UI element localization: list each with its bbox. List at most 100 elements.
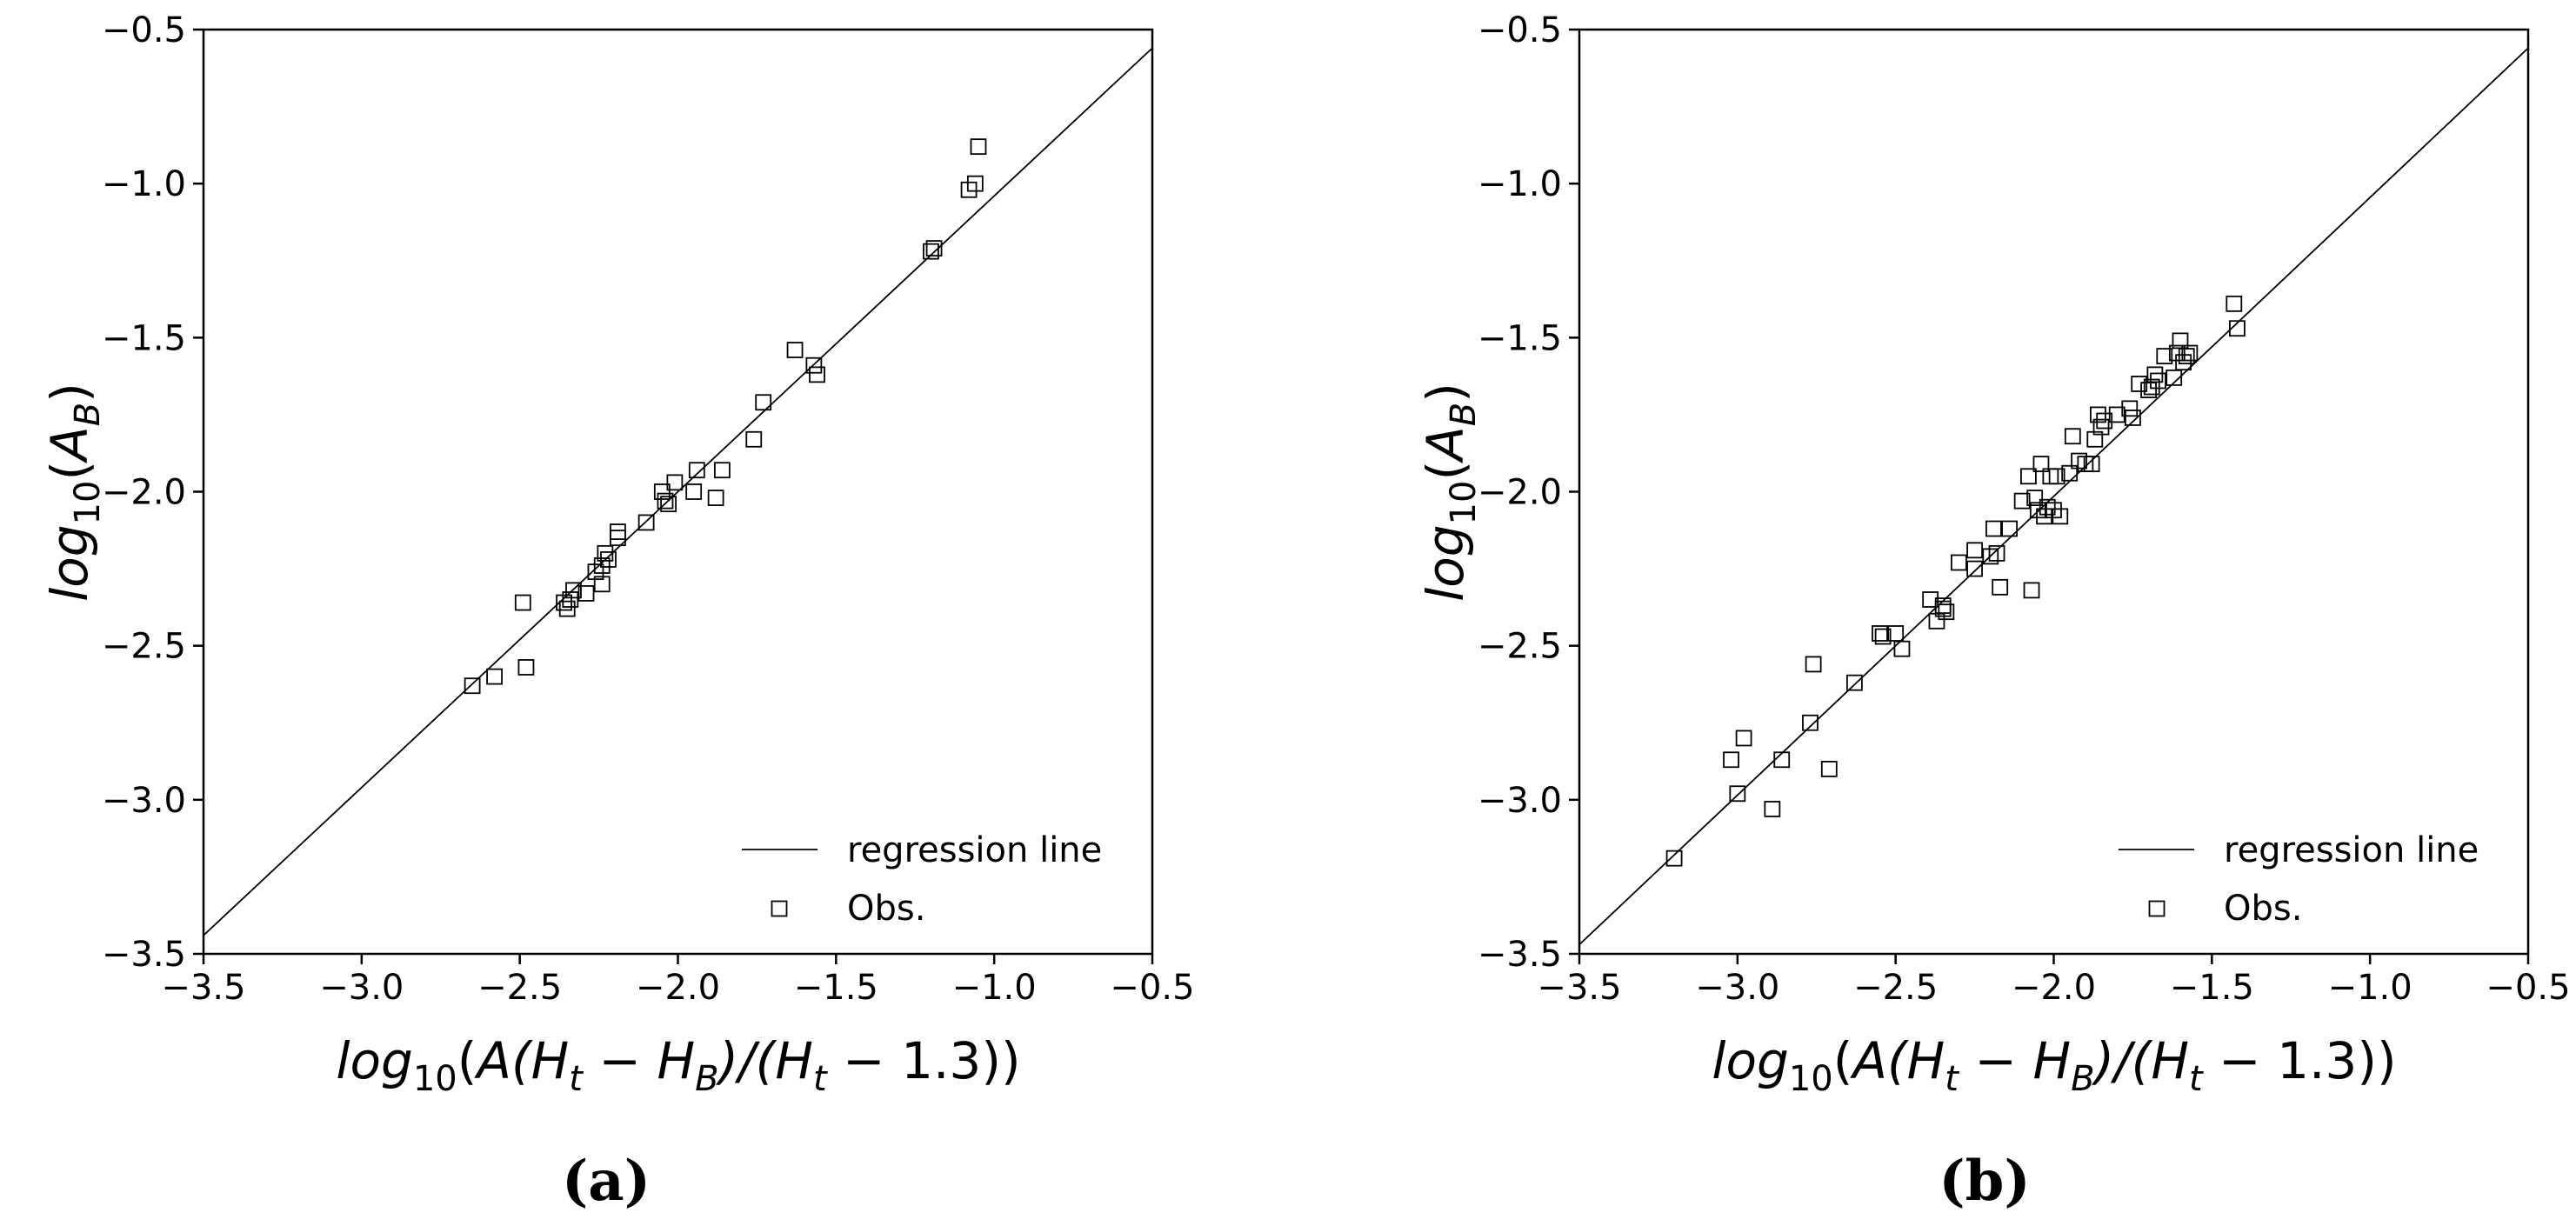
legend-marker-swatch [2148, 900, 2166, 917]
obs-point [1938, 603, 1955, 621]
obs-point [666, 474, 684, 491]
y-tick-label: −1.5 [1478, 318, 1562, 358]
obs-point [593, 576, 611, 593]
y-tick-label: −1.0 [102, 164, 186, 204]
obs-point [1773, 751, 1791, 769]
obs-point [2039, 498, 2056, 516]
y-tick-label: −1.0 [1478, 164, 1562, 204]
obs-point [1805, 656, 1822, 673]
obs-point [809, 366, 825, 383]
y-axis-label: log10(AB) [1416, 383, 1484, 602]
obs-point [556, 594, 572, 611]
obs-point [2121, 400, 2139, 417]
obs-point [2108, 406, 2126, 423]
x-tick-label: −0.5 [2486, 968, 2570, 1008]
y-tick-label: −3.0 [102, 781, 186, 821]
x-tick-label: −3.0 [319, 968, 404, 1008]
obs-point [1729, 785, 1746, 803]
obs-point [966, 175, 984, 192]
y-tick-label: −3.0 [1478, 781, 1562, 821]
obs-point [2029, 502, 2046, 519]
obs-point [2026, 490, 2044, 506]
y-tick-label: −3.5 [1478, 935, 1562, 975]
x-tick-label: −2.0 [2012, 968, 2096, 1008]
obs-point [2064, 428, 2081, 445]
x-axis-label: log10(A(Ht − HB)/(Ht − 1.3)) [336, 1031, 1020, 1099]
legend-label-regression: regression line [2224, 830, 2479, 870]
x-tick-label: −0.5 [1110, 968, 1194, 1008]
obs-point [2140, 382, 2158, 398]
obs-point [2168, 344, 2186, 362]
obs-point [755, 394, 772, 411]
obs-point [1966, 560, 1983, 577]
obs-point [558, 600, 576, 617]
obs-point [2156, 348, 2173, 364]
obs-point [2143, 378, 2160, 396]
y-tick-label: −0.5 [102, 10, 186, 50]
obs-point [2061, 464, 2079, 482]
obs-point [1802, 714, 1819, 731]
obs-point [600, 551, 617, 568]
x-tick-label: −2.5 [1853, 968, 1938, 1008]
legend-label-regression: regression line [847, 830, 1102, 870]
obs-point [2023, 582, 2040, 599]
obs-point [1893, 640, 1911, 657]
y-tick-label: −0.5 [1478, 10, 1562, 50]
obs-point [2181, 344, 2199, 362]
regression-line [1579, 47, 2528, 946]
obs-point [517, 659, 535, 676]
obs-point [2226, 295, 2243, 312]
obs-point [2229, 320, 2246, 337]
obs-point [2083, 456, 2100, 473]
obs-point [1922, 591, 1939, 608]
obs-point [637, 514, 655, 531]
obs-point [1934, 597, 1952, 615]
x-tick-label: −2.0 [636, 968, 720, 1008]
x-tick-label: −1.5 [2170, 968, 2254, 1008]
obs-point [562, 591, 579, 608]
obs-point [464, 677, 481, 695]
x-tick-label: −3.5 [161, 968, 245, 1008]
obs-point [688, 462, 705, 479]
obs-point [714, 462, 731, 479]
obs-point [2086, 430, 2104, 448]
obs-point [610, 523, 626, 540]
obs-point [2175, 354, 2192, 371]
regression-line [204, 47, 1152, 936]
obs-point [1985, 520, 2002, 537]
obs-point [657, 492, 674, 510]
obs-point [1872, 625, 1888, 642]
x-tick-label: −1.5 [794, 968, 878, 1008]
obs-point [587, 563, 604, 581]
obs-point [745, 430, 763, 448]
obs-point [2013, 492, 2031, 510]
obs-point [577, 585, 595, 602]
y-tick-label: −3.5 [102, 935, 186, 975]
y-tick-label: −2.0 [1478, 473, 1562, 513]
obs-point [1992, 578, 2009, 596]
obs-point [2077, 456, 2094, 473]
obs-point [2090, 406, 2106, 423]
panel-label: (a) [562, 1149, 651, 1214]
x-tick-label: −3.0 [1695, 968, 1779, 1008]
plot-frame [1578, 28, 2530, 956]
obs-point [2146, 366, 2164, 383]
obs-point [786, 342, 804, 358]
y-tick-label: −2.0 [102, 473, 186, 513]
obs-point [514, 594, 531, 611]
x-tick-label: −3.5 [1537, 968, 1621, 1008]
obs-point [486, 668, 503, 685]
x-axis-label: log10(A(Ht − HB)/(Ht − 1.3)) [1712, 1031, 2396, 1099]
obs-point [2150, 372, 2166, 390]
obs-point [1845, 674, 1863, 691]
obs-point [2036, 508, 2052, 525]
obs-point [660, 496, 677, 513]
obs-point [653, 483, 671, 500]
obs-point [2020, 468, 2037, 485]
obs-point [1982, 548, 1999, 565]
obs-point [1988, 544, 2005, 562]
obs-point [1950, 554, 1967, 571]
obs-point [970, 138, 987, 156]
obs-point [2178, 348, 2195, 364]
